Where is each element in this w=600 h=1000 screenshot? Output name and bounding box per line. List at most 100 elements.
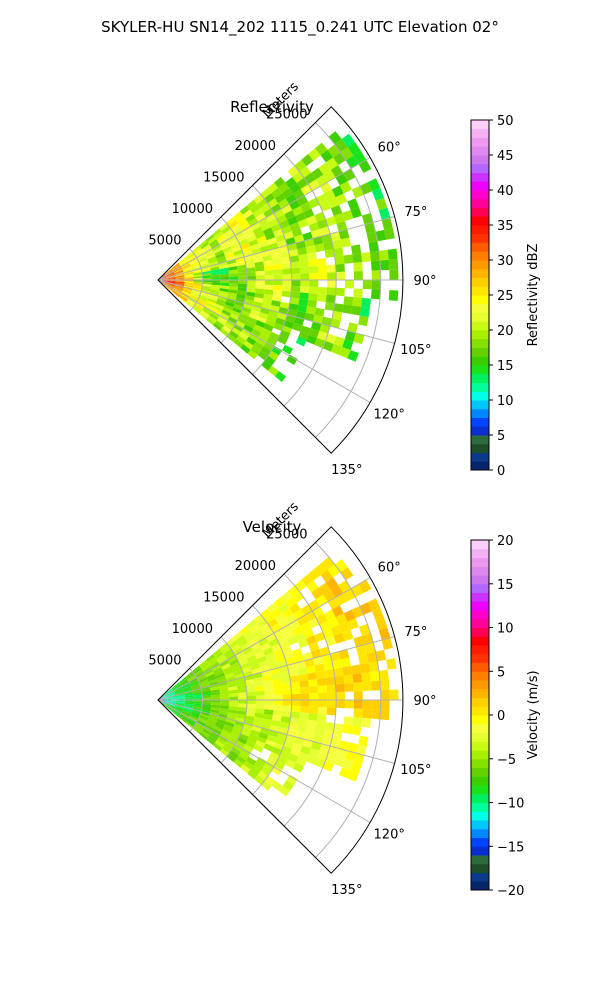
reflectivity-gate-s0-a73-g24 bbox=[361, 213, 374, 225]
reflectivity-gate-s0-a63-g17 bbox=[292, 206, 304, 216]
velocity-gate-s2-a108-g13 bbox=[266, 734, 277, 743]
velocity-gate-s2-a110-g19 bbox=[314, 757, 326, 769]
reflectivity-gate-s3-a112-g11 bbox=[247, 316, 258, 325]
velocity-gate-s1-a93-g17 bbox=[308, 706, 319, 714]
reflectivity-gate-s1-a83-g11 bbox=[255, 266, 265, 272]
reflectivity-gate-s0-a73-g19 bbox=[319, 226, 331, 237]
reflectivity-gate-s0-a50-g11 bbox=[233, 211, 243, 221]
reflectivity-gate-s3-a125-g13 bbox=[250, 345, 261, 356]
reflectivity-gate-s0-a68-g1 bbox=[166, 273, 175, 277]
reflectivity-gate-s2-a95-g13 bbox=[272, 290, 283, 297]
velocity-gate-s1-a83-g3 bbox=[184, 695, 194, 698]
velocity-gate-s1-a83-g16 bbox=[299, 680, 309, 688]
velocity-gate-s3-a115-g4 bbox=[189, 714, 199, 721]
velocity-gate-s1-a88-g26 bbox=[389, 689, 399, 700]
reflectivity-colorbar-tick-label-8: 40 bbox=[497, 184, 514, 199]
reflectivity-gate-s0-a58-g3 bbox=[180, 260, 189, 267]
reflectivity-gate-s2-a108-g22 bbox=[342, 338, 354, 351]
reflectivity-gate-s2-a100-g4 bbox=[192, 286, 202, 290]
velocity-gate-s1-a83-g7 bbox=[219, 690, 229, 695]
reflectivity-gate-s0-a55-g9 bbox=[223, 228, 234, 237]
reflectivity-azimuth-tick-label-2: 90° bbox=[413, 274, 436, 289]
velocity-gate-s3-a117-g14 bbox=[266, 756, 278, 766]
reflectivity-gate-s1-a88-g16 bbox=[300, 273, 310, 280]
velocity-gate-s0-a78-g15 bbox=[288, 669, 299, 677]
velocity-colorbar-segment-9 bbox=[471, 802, 489, 812]
velocity-gate-s3-a112-g4 bbox=[190, 713, 200, 719]
reflectivity-gate-s0-a75-g5 bbox=[201, 266, 211, 271]
reflectivity-gate-s0-a73-g17 bbox=[302, 231, 313, 241]
velocity-gate-s1-a93-g23 bbox=[362, 708, 372, 719]
reflectivity-gate-s0-a70-g16 bbox=[291, 228, 303, 238]
velocity-gate-s1-a85-g10 bbox=[246, 691, 256, 697]
velocity-gate-s1-a80-g6 bbox=[210, 689, 220, 693]
reflectivity-gate-s1-a85-g3 bbox=[184, 276, 194, 279]
velocity-gate-s3-a117-g10 bbox=[235, 740, 246, 749]
velocity-gate-s0-a70-g11 bbox=[250, 663, 260, 671]
velocity-gate-s0-a60-g10 bbox=[235, 651, 245, 659]
reflectivity-gate-s1-a90-g8 bbox=[229, 280, 239, 284]
reflectivity-gate-s1-a85-g5 bbox=[202, 275, 212, 279]
velocity-gate-s1-a80-g21 bbox=[342, 666, 353, 676]
velocity-gate-s0-a50-g16 bbox=[267, 602, 279, 614]
reflectivity-gate-s0-a65-g4 bbox=[190, 261, 200, 267]
reflectivity-gate-s3-a112-g9 bbox=[231, 310, 241, 317]
reflectivity-gate-s1-a83-g16 bbox=[299, 260, 309, 268]
velocity-gate-s1-a83-g24 bbox=[370, 670, 380, 682]
reflectivity-gate-s0-a55-g1 bbox=[165, 269, 173, 276]
velocity-gate-s0-a65-g22 bbox=[335, 613, 348, 625]
velocity-gate-s0-a58-g6 bbox=[203, 666, 212, 674]
velocity-gate-s1-a83-g13 bbox=[272, 683, 283, 690]
velocity-gate-s2-a103-g6 bbox=[209, 711, 219, 717]
velocity-gate-s0-a70-g8 bbox=[225, 672, 235, 679]
reflectivity-gate-s3-a117-g7 bbox=[212, 308, 222, 316]
velocity-gate-s2-a110-g9 bbox=[232, 727, 242, 735]
velocity-gate-s2-a103-g5 bbox=[201, 709, 211, 714]
velocity-gate-s3-a125-g11 bbox=[236, 755, 247, 765]
reflectivity-gate-s0-a55-g21 bbox=[311, 167, 324, 180]
velocity-gate-s0-a53-g16 bbox=[271, 607, 283, 619]
reflectivity-gate-s2-a95-g23 bbox=[361, 297, 371, 308]
reflectivity-gate-s0-a70-g26 bbox=[375, 197, 388, 211]
reflectivity-gate-s0-a68-g7 bbox=[215, 252, 225, 259]
velocity-gate-s3-a122-g5 bbox=[194, 723, 204, 731]
velocity-gate-s1-a90-g8 bbox=[229, 700, 239, 704]
reflectivity-gate-s0-a60-g26 bbox=[358, 159, 372, 173]
velocity-gate-s0-a50-g5 bbox=[192, 665, 201, 673]
reflectivity-gate-s2-a110-g18 bbox=[306, 334, 318, 345]
velocity-gate-s0-a70-g10 bbox=[241, 666, 252, 674]
reflectivity-gate-s1-a83-g12 bbox=[264, 264, 274, 271]
reflectivity-gate-s0-a63-g20 bbox=[316, 193, 328, 205]
velocity-gate-s0-a55-g18 bbox=[289, 602, 301, 614]
velocity-gate-s0-a50-g17 bbox=[274, 596, 286, 608]
velocity-gate-s0-a55-g11 bbox=[238, 638, 249, 648]
velocity-colorbar-segment-13 bbox=[471, 767, 489, 777]
reflectivity-gate-s0-a78-g20 bbox=[332, 239, 343, 250]
reflectivity-gate-s3-a122-g1 bbox=[165, 284, 174, 291]
reflectivity-gate-s0-a55-g7 bbox=[209, 239, 219, 247]
reflectivity-gate-s0-a53-g4 bbox=[186, 252, 195, 260]
reflectivity-gate-s3-a112-g12 bbox=[255, 320, 266, 328]
reflectivity-gate-s2-a98-g4 bbox=[193, 284, 203, 288]
velocity-gate-s2-a105-g10 bbox=[243, 723, 253, 730]
reflectivity-gate-s2-a95-g1 bbox=[166, 280, 176, 283]
reflectivity-range-tick-label-1: 10000 bbox=[172, 202, 213, 217]
reflectivity-gate-s2-a98-g7 bbox=[219, 288, 229, 293]
velocity-gate-s3-a125-g2 bbox=[172, 710, 180, 717]
reflectivity-gate-s0-a55-g6 bbox=[201, 244, 211, 252]
reflectivity-gate-s0-a70-g13 bbox=[266, 237, 277, 246]
velocity-gate-s0-a70-g7 bbox=[216, 675, 226, 682]
velocity-gate-s0-a68-g5 bbox=[199, 679, 209, 685]
velocity-gate-s0-a55-g22 bbox=[318, 582, 331, 595]
velocity-gate-s1-a83-g4 bbox=[193, 694, 203, 697]
reflectivity-gate-s0-a68-g16 bbox=[289, 222, 301, 232]
velocity-gate-s0-a50-g2 bbox=[171, 682, 180, 690]
reflectivity-gate-s3-a127-g13 bbox=[247, 349, 258, 360]
reflectivity-gate-s0-a60-g18 bbox=[296, 195, 309, 206]
velocity-gate-s3-a115-g15 bbox=[277, 755, 288, 765]
velocity-gate-s1-a85-g11 bbox=[255, 690, 265, 696]
velocity-gate-s1-a85-g4 bbox=[193, 696, 203, 699]
velocity-colorbar-segment-5 bbox=[471, 837, 489, 847]
reflectivity-gate-s0-a70-g11 bbox=[250, 243, 260, 251]
